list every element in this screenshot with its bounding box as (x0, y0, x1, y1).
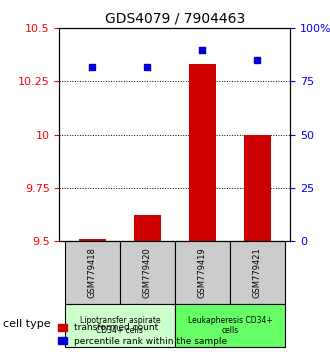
Point (255, 57, 260, 63)
Text: Leukapheresis CD34+
cells: Leukapheresis CD34+ cells (187, 316, 272, 335)
Legend: transformed count, percentile rank within the sample: transformed count, percentile rank withi… (54, 320, 231, 349)
Text: Lipotransfer aspirate
CD34+ cells: Lipotransfer aspirate CD34+ cells (80, 316, 160, 335)
Point (145, 64, 150, 69)
Text: GSM779419: GSM779419 (198, 247, 207, 298)
FancyBboxPatch shape (230, 241, 285, 304)
Text: GSM779420: GSM779420 (143, 247, 152, 298)
Bar (134, 215, 161, 241)
Bar (244, 135, 271, 241)
Bar (189, 64, 216, 241)
FancyBboxPatch shape (175, 241, 230, 304)
Text: cell type: cell type (3, 319, 51, 329)
FancyBboxPatch shape (65, 304, 175, 347)
FancyBboxPatch shape (120, 241, 175, 304)
FancyBboxPatch shape (175, 304, 285, 347)
Title: GDS4079 / 7904463: GDS4079 / 7904463 (105, 12, 245, 26)
Point (90, 64, 95, 69)
Point (200, 47, 205, 52)
FancyBboxPatch shape (65, 241, 120, 304)
Text: GSM779421: GSM779421 (253, 247, 262, 298)
Text: GSM779418: GSM779418 (88, 247, 97, 298)
Bar (79, 239, 106, 241)
